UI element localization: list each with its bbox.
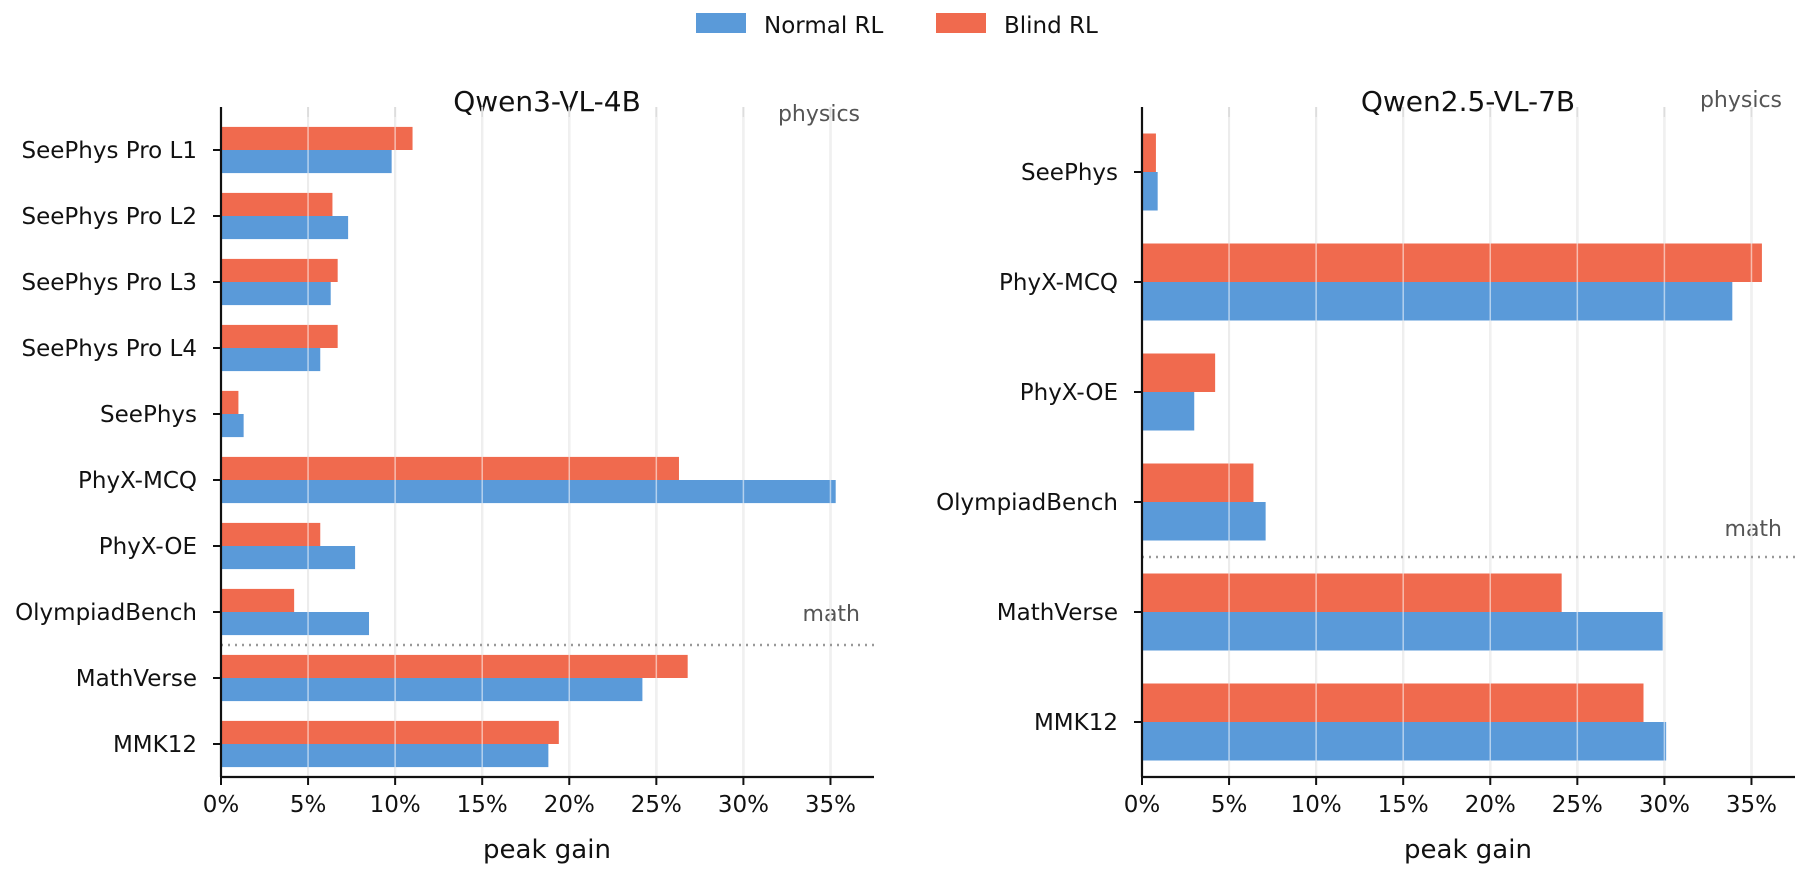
category-label-mathverse: MathVerse: [997, 600, 1118, 626]
bar-normal-rl-olympiadbench: [1142, 502, 1266, 541]
chart-title: Qwen3-VL-4B: [453, 85, 641, 118]
bar-blind-rl-seephys-pro-l3: [221, 258, 338, 282]
bar-normal-rl-seephys: [221, 414, 244, 438]
group-label-math: math: [1725, 517, 1782, 542]
category-label-phyx-mcq: PhyX-MCQ: [78, 468, 197, 494]
group-label-physics: physics: [778, 102, 860, 127]
bar-blind-rl-mathverse: [1142, 573, 1562, 612]
category-label-mmk12: MMK12: [113, 732, 197, 758]
category-label-seephys-pro-l1: SeePhys Pro L1: [22, 138, 198, 164]
x-tick-label: 5%: [1211, 792, 1248, 818]
x-tick-label: 15%: [457, 792, 508, 818]
category-label-phyx-mcq: PhyX-MCQ: [999, 270, 1118, 296]
bar-blind-rl-seephys: [1142, 133, 1156, 172]
x-tick-label: 5%: [290, 792, 327, 818]
bar-blind-rl-seephys-pro-l2: [221, 192, 333, 216]
bar-blind-rl-olympiadbench: [221, 588, 295, 612]
x-tick-label: 20%: [544, 792, 595, 818]
x-tick-label: 35%: [805, 792, 856, 818]
legend-swatch-normal-rl: [696, 13, 746, 33]
x-axis-label: peak gain: [1404, 835, 1532, 865]
bar-normal-rl-phyx-oe: [1142, 392, 1195, 431]
x-tick-label: 30%: [1639, 792, 1690, 818]
x-tick-label: 35%: [1726, 792, 1777, 818]
bar-blind-rl-olympiadbench: [1142, 463, 1254, 502]
x-tick-label: 30%: [718, 792, 769, 818]
bar-blind-rl-phyx-mcq: [1142, 243, 1762, 282]
legend-swatch-blind-rl: [936, 13, 986, 33]
bar-normal-rl-mmk12: [1142, 722, 1667, 761]
bar-normal-rl-seephys-pro-l4: [221, 348, 321, 372]
bar-blind-rl-phyx-mcq: [221, 456, 679, 480]
bar-normal-rl-mathverse: [1142, 612, 1663, 651]
x-tick-label: 25%: [631, 792, 682, 818]
x-axis-label: peak gain: [483, 835, 611, 865]
x-tick-label: 15%: [1378, 792, 1429, 818]
bar-normal-rl-phyx-mcq: [1142, 282, 1733, 321]
bar-normal-rl-mmk12: [221, 744, 549, 768]
bar-blind-rl-phyx-oe: [221, 522, 321, 546]
bar-normal-rl-seephys: [1142, 172, 1158, 211]
bar-blind-rl-seephys-pro-l1: [221, 126, 413, 150]
category-label-phyx-oe: PhyX-OE: [99, 534, 197, 560]
bar-blind-rl-seephys: [221, 390, 239, 414]
category-label-olympiadbench: OlympiadBench: [936, 490, 1118, 516]
bar-normal-rl-phyx-oe: [221, 546, 356, 570]
bar-normal-rl-seephys-pro-l1: [221, 150, 392, 174]
category-label-seephys: SeePhys: [1021, 160, 1118, 186]
x-tick-label: 25%: [1552, 792, 1603, 818]
bar-blind-rl-mathverse: [221, 654, 688, 678]
x-tick-label: 10%: [370, 792, 421, 818]
bar-blind-rl-seephys-pro-l4: [221, 324, 338, 348]
x-tick-label: 0%: [203, 792, 240, 818]
group-label-physics: physics: [1700, 88, 1782, 113]
bar-normal-rl-seephys-pro-l3: [221, 282, 331, 306]
x-tick-label: 20%: [1465, 792, 1516, 818]
category-label-phyx-oe: PhyX-OE: [1020, 380, 1118, 406]
bar-blind-rl-mmk12: [1142, 683, 1644, 722]
category-label-seephys: SeePhys: [100, 402, 197, 428]
category-label-mmk12: MMK12: [1034, 710, 1118, 736]
legend: Normal RL Blind RL: [696, 13, 1098, 39]
bar-normal-rl-seephys-pro-l2: [221, 216, 349, 240]
category-label-seephys-pro-l4: SeePhys Pro L4: [22, 336, 198, 362]
bar-blind-rl-phyx-oe: [1142, 353, 1216, 392]
panel-qwen2-5-vl-7b: Qwen2.5-VL-7B peak gain physics math 0% 5…: [936, 85, 1795, 865]
legend-label-blind-rl: Blind RL: [1004, 13, 1098, 39]
bar-normal-rl-mathverse: [221, 678, 643, 702]
category-label-mathverse: MathVerse: [76, 666, 197, 692]
x-tick-label: 0%: [1124, 792, 1161, 818]
bar-normal-rl-phyx-mcq: [221, 480, 836, 504]
panel-qwen3-vl-4b: Qwen3-VL-4B peak gain physics math 0%5%1…: [15, 85, 874, 865]
x-tick-label: 10%: [1291, 792, 1342, 818]
category-label-olympiadbench: OlympiadBench: [15, 600, 197, 626]
legend-label-normal-rl: Normal RL: [764, 13, 884, 39]
bar-blind-rl-mmk12: [221, 720, 559, 744]
chart-title: Qwen2.5-VL-7B: [1361, 85, 1575, 118]
category-label-seephys-pro-l3: SeePhys Pro L3: [22, 270, 198, 296]
bar-normal-rl-olympiadbench: [221, 612, 370, 636]
category-label-seephys-pro-l2: SeePhys Pro L2: [22, 204, 198, 230]
